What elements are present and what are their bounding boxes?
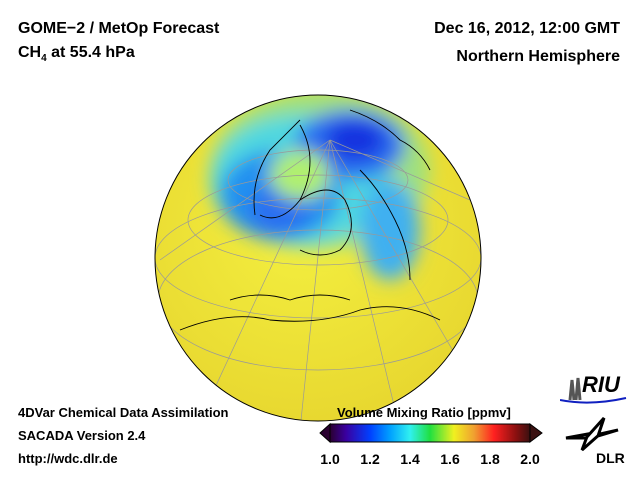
riu-logo: RIU <box>560 372 630 404</box>
footer-url[interactable]: http://wdc.dlr.de <box>18 451 118 466</box>
riu-logo-graphic <box>560 377 627 404</box>
region-label: Northern Hemisphere <box>456 48 620 65</box>
figure-title: GOME−2 / MetOp Forecast <box>18 20 220 37</box>
colorbar-title: Volume Mixing Ratio [ppmv] <box>337 405 511 420</box>
colorbar-tick: 1.8 <box>480 451 500 467</box>
datetime-label: Dec 16, 2012, 12:00 GMT <box>434 20 620 37</box>
coastlines <box>179 109 441 331</box>
colorbar-min-arrow <box>319 422 331 444</box>
colorbar-gradient <box>329 423 531 443</box>
species-subscript: 4 <box>41 53 47 65</box>
species-level: at 55.4 hPa <box>46 44 135 61</box>
colorbar-tick: 1.4 <box>400 451 420 467</box>
species-label: CH4 at 55.4 hPa <box>18 44 135 64</box>
dlr-logo-text: DLR <box>596 450 625 466</box>
graticule <box>155 139 481 421</box>
footer-line-1: 4DVar Chemical Data Assimilation <box>18 405 229 420</box>
dlr-logo-icon <box>565 416 619 452</box>
colorbar-tick: 1.0 <box>320 451 340 467</box>
colorbar-tick: 1.6 <box>440 451 460 467</box>
colorbar-max-arrow <box>529 423 543 443</box>
globe-outline <box>154 94 482 422</box>
footer-line-2: SACADA Version 2.4 <box>18 428 146 443</box>
riu-logo-text: RIU <box>582 372 620 397</box>
species-name: CH <box>18 44 42 61</box>
colorbar-tick: 2.0 <box>520 451 540 467</box>
colorbar-tick: 1.2 <box>360 451 380 467</box>
colorbar <box>319 422 543 444</box>
